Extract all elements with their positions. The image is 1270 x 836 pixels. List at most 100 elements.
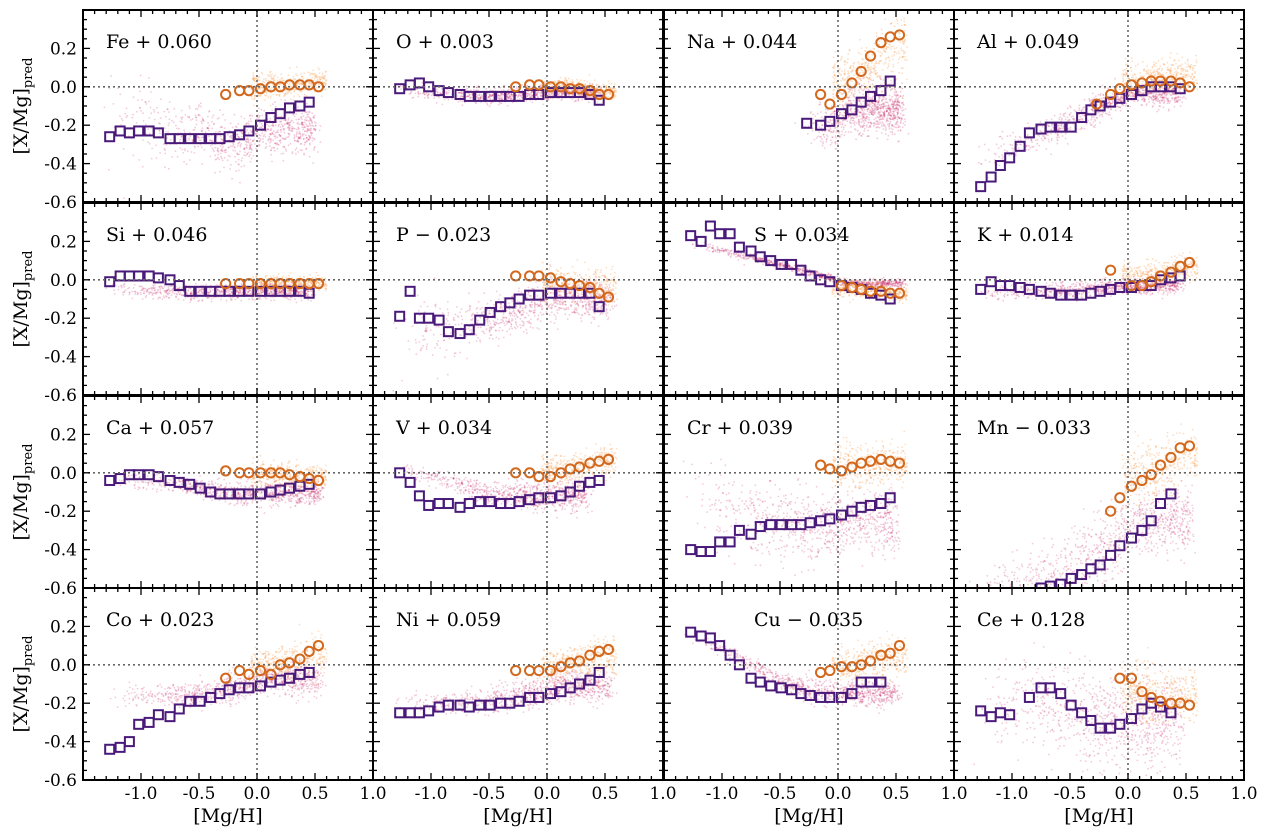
cloud-point [875, 126, 878, 129]
cloud-rich-point [836, 67, 839, 69]
cloud-point [888, 98, 891, 101]
cloud-point [249, 129, 252, 132]
cloud-point [882, 105, 884, 108]
cloud-point [280, 120, 283, 123]
cloud-rich-point [613, 96, 616, 99]
cloud-point [137, 99, 139, 102]
cloud-point [486, 102, 488, 105]
cloud-point [237, 135, 239, 138]
cloud-point [223, 127, 226, 130]
cloud-point [207, 127, 209, 130]
cloud-rich-point [839, 91, 842, 94]
cloud-point [1046, 123, 1049, 126]
cloud-point [501, 96, 503, 98]
cloud-point [427, 94, 429, 97]
cloud-point [794, 122, 796, 124]
cloud-rich-point [268, 74, 271, 76]
cloud-point [1145, 103, 1148, 105]
cloud-point [871, 83, 874, 86]
cloud-point [264, 135, 267, 138]
cloud-rich-point [563, 80, 566, 82]
cloud-rich-point [253, 104, 255, 107]
cloud-rich-point [252, 74, 255, 77]
cloud-point [550, 93, 553, 95]
cloud-point [508, 88, 510, 91]
cloud-point [217, 156, 219, 159]
cloud-point [312, 116, 314, 119]
cloud-point [148, 142, 151, 145]
cloud-point [298, 127, 300, 130]
cloud-rich-point [257, 87, 260, 89]
cloud-point [270, 127, 272, 130]
cloud-point [893, 114, 896, 117]
cloud-rich-point [869, 75, 872, 77]
cloud-rich-point [287, 84, 290, 86]
cloud-point [896, 114, 899, 116]
cloud-point [446, 91, 448, 93]
cloud-point [537, 91, 539, 93]
cloud-point [1008, 154, 1011, 157]
cloud-point [880, 122, 883, 125]
cloud-point [461, 91, 464, 94]
cloud-point [498, 96, 500, 99]
cloud-rich-point [590, 87, 593, 90]
cloud-point [866, 108, 869, 110]
cloud-rich-point [903, 17, 906, 20]
cloud-rich-point [253, 78, 256, 81]
cloud-point [1090, 123, 1093, 126]
cloud-rich-point [833, 84, 836, 86]
cloud-point [291, 119, 293, 122]
cloud-rich-point [288, 82, 291, 84]
cloud-point [1179, 88, 1182, 91]
cloud-point [843, 111, 846, 114]
cloud-point [303, 111, 306, 113]
cloud-rich-point [253, 79, 256, 82]
cloud-point [304, 126, 306, 129]
cloud-point [875, 117, 877, 119]
cloud-rich-point [899, 41, 902, 44]
cloud-point [886, 123, 889, 126]
cloud-point [892, 125, 895, 127]
cloud-point [131, 116, 134, 119]
cloud-point [197, 145, 200, 148]
cloud-point [222, 146, 225, 148]
cloud-point [1119, 88, 1121, 91]
cloud-rich-point [839, 59, 842, 61]
cloud-point [260, 123, 263, 125]
cloud-rich-point [868, 76, 871, 79]
cloud-rich-point [312, 73, 315, 76]
cloud-rich-point [320, 95, 323, 98]
cloud-point [311, 132, 313, 135]
cloud-point [261, 132, 264, 135]
cloud-point [517, 94, 520, 97]
cloud-point [1056, 142, 1059, 145]
cloud-point [1102, 111, 1104, 114]
cloud-rich-point [880, 78, 883, 80]
cloud-point [511, 95, 514, 98]
cloud-point [521, 84, 523, 86]
cloud-point [318, 129, 321, 132]
cloud-point [820, 111, 822, 113]
cloud-point [291, 127, 294, 130]
cloud-point [888, 128, 891, 130]
cloud-point [152, 108, 155, 111]
cloud-rich-point [867, 55, 869, 57]
cloud-point [144, 101, 147, 103]
cloud-rich-point [844, 63, 846, 66]
cloud-point [868, 102, 870, 105]
cloud-point [288, 133, 291, 136]
cloud-point [147, 128, 150, 131]
cloud-point [305, 140, 308, 142]
cloud-point [880, 83, 882, 86]
cloud-point [892, 103, 895, 106]
cloud-point [1184, 97, 1187, 100]
cloud-point [984, 159, 987, 162]
cloud-point [509, 95, 511, 98]
cloud-rich-point [897, 31, 900, 34]
cloud-point [286, 136, 288, 139]
cloud-rich-point [880, 59, 883, 62]
cloud-point [853, 121, 856, 123]
cloud-point [475, 86, 478, 89]
cloud-rich-point [566, 81, 569, 84]
cloud-point [1001, 130, 1004, 133]
